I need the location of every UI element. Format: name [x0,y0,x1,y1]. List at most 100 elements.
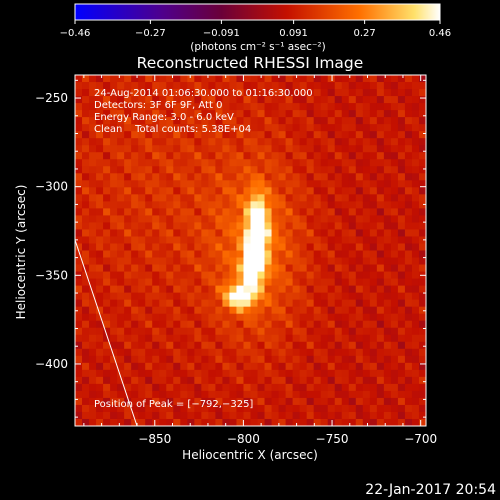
heatmap-pixel [243,103,252,111]
heatmap-pixel [404,334,413,343]
heatmap-pixel [278,299,287,308]
heatmap-pixel [138,201,146,209]
heatmap-pixel [362,376,371,385]
heatmap-pixel [271,292,280,301]
heatmap-pixel [292,285,301,294]
heatmap-pixel [404,166,413,174]
heatmap-pixel [173,229,181,238]
heatmap-pixel [390,264,399,273]
heatmap-pixel [404,404,413,413]
heatmap-pixel [292,96,301,104]
heatmap-pixel [257,278,266,287]
heatmap-pixel [103,348,111,357]
heatmap-pixel [390,285,399,294]
heatmap-pixel [145,327,153,336]
heatmap-pixel [299,117,308,125]
heatmap-pixel [250,187,259,195]
heatmap-pixel [306,243,315,252]
heatmap-pixel [250,152,259,160]
heatmap-pixel [215,82,224,90]
y-tick-label: −250 [35,91,68,105]
heatmap-pixel [201,418,209,426]
heatmap-pixel [180,131,188,139]
heatmap-pixel [152,299,160,308]
heatmap-pixel [348,327,357,336]
heatmap-pixel [292,397,301,406]
heatmap-pixel [201,166,209,174]
heatmap-pixel [341,348,350,357]
heatmap-pixel [75,75,83,83]
heatmap-pixel [341,82,350,90]
heatmap-pixel [327,194,336,202]
heatmap-pixel [348,418,357,426]
heatmap-pixel [271,124,280,132]
heatmap-pixel [75,341,83,350]
heatmap-pixel [341,124,350,132]
heatmap-pixel [397,278,406,287]
heatmap-pixel [215,369,224,378]
heatmap-pixel [383,96,392,104]
heatmap-pixel [404,341,413,350]
heatmap-pixel [292,166,301,174]
heatmap-pixel [236,404,245,413]
heatmap-pixel [271,376,280,385]
heatmap-pixel [187,159,195,167]
heatmap-pixel [250,229,259,238]
heatmap-pixel [82,222,90,231]
heatmap-pixel [145,418,153,426]
heatmap-pixel [334,355,343,364]
heatmap-pixel [229,201,238,209]
heatmap-pixel [229,180,238,188]
heatmap-pixel [320,348,329,357]
heatmap-pixel [292,236,301,245]
heatmap-pixel [131,96,139,104]
heatmap-pixel [257,369,266,378]
heatmap-pixel [390,166,399,174]
heatmap-pixel [159,124,167,132]
heatmap-pixel [145,117,153,125]
heatmap-pixel [397,110,406,118]
heatmap-pixel [180,243,188,252]
heatmap-pixel [341,96,350,104]
heatmap-pixel [320,75,329,83]
y-tick-label: −300 [35,180,68,194]
heatmap-pixel [194,348,202,357]
heatmap-pixel [404,369,413,378]
heatmap-pixel [166,208,174,216]
heatmap-pixel [264,159,273,167]
heatmap-pixel [131,320,139,329]
heatmap-pixel [173,222,181,231]
heatmap-pixel [236,82,245,90]
heatmap-pixel [278,152,287,160]
heatmap-pixel [306,96,315,104]
heatmap-pixel [404,103,413,111]
heatmap-pixel [166,82,174,90]
heatmap-pixel [257,397,266,406]
heatmap-pixel [138,180,146,188]
heatmap-pixel [117,278,125,287]
heatmap-pixel [404,313,413,322]
heatmap-pixel [250,96,259,104]
heatmap-pixel [152,341,160,350]
heatmap-pixel [327,313,336,322]
heatmap-pixel [397,362,406,371]
heatmap-pixel [257,201,266,209]
heatmap-pixel [390,103,399,111]
heatmap-pixel [250,222,259,231]
heatmap-pixel [201,341,209,350]
heatmap-pixel [334,299,343,308]
heatmap-pixel [397,418,406,426]
heatmap-pixel [138,376,146,385]
heatmap-pixel [250,383,259,392]
heatmap-pixel [278,131,287,139]
heatmap-pixel [166,299,174,308]
heatmap-pixel [299,362,308,371]
heatmap-pixel [166,215,174,224]
heatmap-pixel [110,264,118,273]
heatmap-pixel [138,117,146,125]
heatmap-pixel [306,390,315,399]
heatmap-pixel [75,215,83,224]
heatmap-pixel [299,75,308,83]
heatmap-pixel [145,348,153,357]
heatmap-pixel [334,145,343,153]
